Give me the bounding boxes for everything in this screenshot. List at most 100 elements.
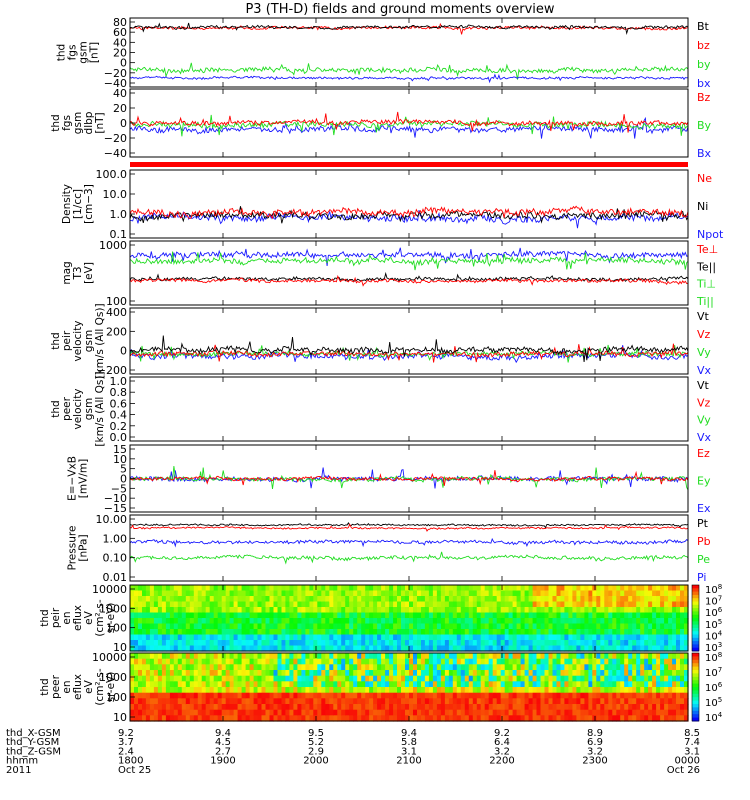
spectrogram-cell xyxy=(448,612,454,619)
spectrogram-cell xyxy=(624,612,629,619)
spectrogram-cell xyxy=(572,601,577,608)
spectrogram-cell xyxy=(333,618,338,625)
spectrogram-cell xyxy=(588,709,593,716)
spectrogram-cell xyxy=(464,640,470,647)
spectrogram-cell xyxy=(161,585,167,592)
spectrogram-cell xyxy=(421,645,426,652)
spectrogram-cell xyxy=(142,607,147,614)
spectrogram-cell xyxy=(640,634,645,641)
spectrogram-cell xyxy=(277,687,283,694)
spectrogram-cell xyxy=(365,675,370,682)
colorbar-label: 106 xyxy=(705,606,723,619)
spectrogram-cell xyxy=(329,675,334,682)
spectrogram-cell xyxy=(261,607,267,614)
spectrogram-cell xyxy=(289,629,294,636)
spectrogram-cell xyxy=(684,640,689,647)
colorbar-segment xyxy=(692,604,699,609)
spectrogram-cell xyxy=(548,590,554,597)
spectrogram-cell xyxy=(261,612,267,619)
spectrogram-cell xyxy=(405,687,410,694)
spectrogram-cell xyxy=(389,612,394,619)
spectrogram-cell xyxy=(337,612,342,619)
spectrogram-cell xyxy=(448,634,454,641)
spectrogram-cell xyxy=(145,607,151,614)
spectrogram-cell xyxy=(500,618,506,625)
spectrogram-cell xyxy=(285,640,290,647)
spectrogram-cell xyxy=(309,629,314,636)
series-line xyxy=(129,551,689,565)
spectrogram-cell xyxy=(476,629,482,636)
spectrogram-cell xyxy=(134,653,139,660)
spectrogram-cell xyxy=(421,618,426,625)
spectrogram-cell xyxy=(652,645,657,652)
spectrogram-cell xyxy=(436,629,442,636)
spectrogram-cell xyxy=(181,692,187,699)
spectrogram-cell xyxy=(173,585,179,592)
spectrogram-cell xyxy=(209,596,215,603)
spectrogram-cell xyxy=(428,709,434,716)
spectrogram-cell xyxy=(676,590,681,597)
spectrogram-cell xyxy=(640,704,645,711)
spectrogram-cell xyxy=(333,585,338,592)
spectrogram-cell xyxy=(261,585,267,592)
spectrogram-cell xyxy=(245,715,251,722)
spectrogram-cell xyxy=(536,658,542,665)
spectrogram-cell xyxy=(401,658,406,665)
spectrogram-cell xyxy=(301,704,306,711)
colorbar-base: 10 xyxy=(705,713,718,724)
spectrogram-cell xyxy=(405,709,410,716)
spectrogram-cell xyxy=(628,698,633,705)
spectrogram-cell xyxy=(261,664,267,671)
spectrogram-cell xyxy=(448,590,454,597)
spectrogram-cell xyxy=(528,675,534,682)
spectrogram-cell xyxy=(540,664,546,671)
spectrogram-cell xyxy=(409,612,414,619)
spectrogram-cell xyxy=(444,653,450,660)
spectrogram-cell xyxy=(201,692,207,699)
spectrogram-cell xyxy=(305,645,310,652)
spectrogram-cell xyxy=(604,681,609,688)
spectrogram-cell xyxy=(281,596,287,603)
spectrogram-cell xyxy=(456,612,462,619)
spectrogram-cell xyxy=(680,623,685,630)
spectrogram-cell xyxy=(552,692,558,699)
spectrogram-cell xyxy=(496,601,502,608)
spectrogram-cell xyxy=(596,709,601,716)
y-tick-label: 1000 xyxy=(99,671,127,684)
spectrogram-cell xyxy=(233,629,239,636)
spectrogram-cell xyxy=(134,623,139,630)
spectrogram-cell xyxy=(405,715,410,722)
spectrogram-cell xyxy=(225,675,231,682)
spectrogram-cell xyxy=(253,607,259,614)
spectrogram-cell xyxy=(381,590,386,597)
spectrogram-cell xyxy=(576,675,581,682)
spectrogram-cell xyxy=(297,681,302,688)
spectrogram-cell xyxy=(173,607,179,614)
spectrogram-cell xyxy=(612,590,617,597)
spectrogram-cell xyxy=(217,687,223,694)
spectrogram-cell xyxy=(401,709,406,716)
spectrogram-cell xyxy=(309,623,314,630)
spectrogram-cell xyxy=(680,601,685,608)
spectrogram-cell xyxy=(452,612,458,619)
spectrogram-cell xyxy=(604,658,609,665)
spectrogram-cell xyxy=(432,653,438,660)
colorbar-segment xyxy=(692,585,699,589)
spectrogram-cell xyxy=(185,607,191,614)
spectrogram-cell xyxy=(492,658,498,665)
spectrogram-cell xyxy=(361,623,366,630)
spectrogram-cell xyxy=(257,681,263,688)
spectrogram-cell xyxy=(608,618,613,625)
spectrogram-cell xyxy=(138,664,143,671)
spectrogram-cell xyxy=(448,618,454,625)
spectrogram-cell xyxy=(616,640,621,647)
spectrogram-cell xyxy=(628,596,633,603)
spectrogram-cell xyxy=(612,629,617,636)
spectrogram-cell xyxy=(221,698,227,705)
spectrogram-cell xyxy=(460,704,466,711)
spectrogram-cell xyxy=(572,612,577,619)
spectrogram-cell xyxy=(333,715,338,722)
spectrogram-cell xyxy=(142,623,147,630)
spectrogram-cell xyxy=(401,590,406,597)
spectrogram-cell xyxy=(520,675,526,682)
